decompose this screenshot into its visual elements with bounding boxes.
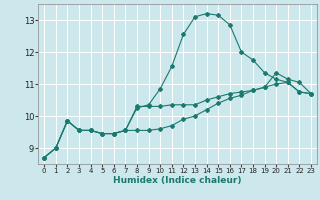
X-axis label: Humidex (Indice chaleur): Humidex (Indice chaleur) bbox=[113, 176, 242, 185]
